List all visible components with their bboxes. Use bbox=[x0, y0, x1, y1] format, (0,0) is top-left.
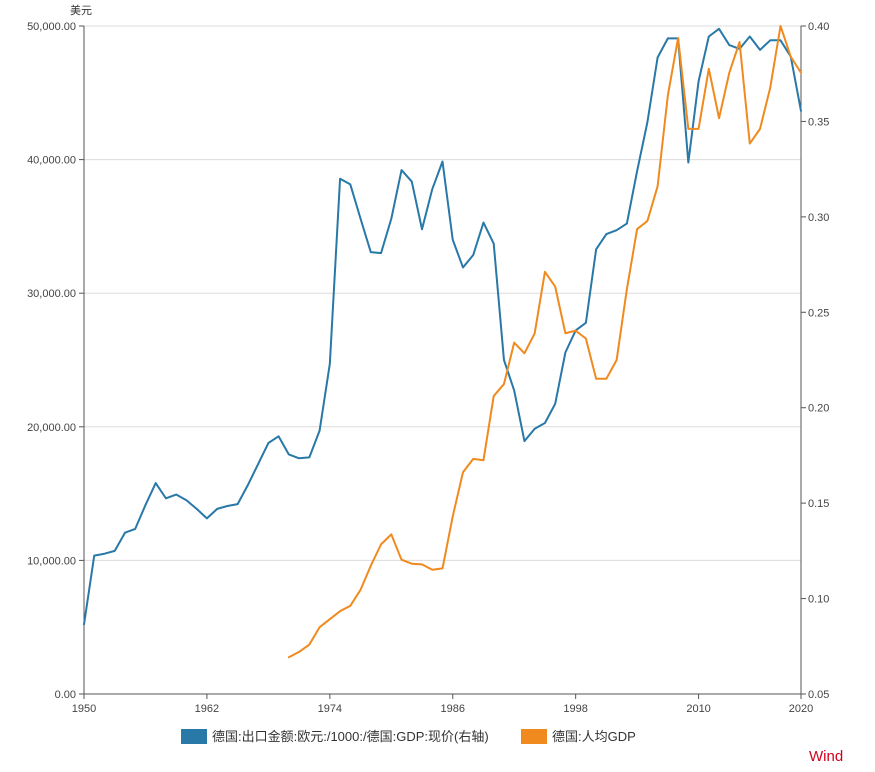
x-tick-label: 1986 bbox=[441, 703, 465, 715]
x-tick-label: 1962 bbox=[195, 703, 219, 715]
right-tick-label: 0.10 bbox=[808, 594, 829, 606]
legend-label-series-2: 德国:人均GDP bbox=[552, 729, 636, 744]
axes bbox=[83, 26, 802, 695]
series-line-2 bbox=[287, 25, 802, 659]
legend: 德国:出口金额:欧元:/1000:/德国:GDP:现价(右轴) 德国:人均GDP bbox=[181, 729, 636, 744]
legend-label-series-1: 德国:出口金额:欧元:/1000:/德国:GDP:现价(右轴) bbox=[212, 729, 489, 744]
right-tick-label: 0.15 bbox=[808, 498, 829, 510]
x-tick-label: 2010 bbox=[686, 703, 710, 715]
series-lines bbox=[83, 25, 802, 659]
left-tick-label: 10,000.00 bbox=[27, 555, 76, 567]
legend-item-series-1[interactable]: 德国:出口金额:欧元:/1000:/德国:GDP:现价(右轴) bbox=[181, 729, 489, 744]
x-axis-ticks: 1950 1962 1974 1986 1998 2010 2020 bbox=[72, 694, 813, 715]
right-tick-label: 0.05 bbox=[808, 689, 829, 701]
legend-swatch-series-2 bbox=[521, 729, 547, 744]
legend-item-series-2[interactable]: 德国:人均GDP bbox=[521, 729, 636, 744]
brand-watermark: Wind bbox=[809, 748, 843, 765]
x-tick-label: 1974 bbox=[318, 703, 342, 715]
left-tick-label: 40,000.00 bbox=[27, 155, 76, 167]
right-tick-label: 0.40 bbox=[808, 21, 829, 33]
right-tick-label: 0.20 bbox=[808, 403, 829, 415]
series-line-1 bbox=[83, 27, 802, 626]
x-tick-label: 1950 bbox=[72, 703, 96, 715]
left-tick-label: 50,000.00 bbox=[27, 21, 76, 33]
right-tick-label: 0.25 bbox=[808, 307, 829, 319]
left-tick-label: 0.00 bbox=[55, 689, 76, 701]
left-tick-label: 20,000.00 bbox=[27, 422, 76, 434]
left-axis-unit-label: 美元 bbox=[70, 4, 92, 17]
x-tick-label: 2020 bbox=[789, 703, 813, 715]
left-axis-ticks: 0.00 10,000.00 20,000.00 30,000.00 40,000.00… bbox=[27, 21, 84, 701]
x-tick-label: 1998 bbox=[563, 703, 587, 715]
legend-swatch-series-1 bbox=[181, 729, 207, 744]
left-tick-label: 30,000.00 bbox=[27, 288, 76, 300]
right-tick-label: 0.35 bbox=[808, 116, 829, 128]
right-tick-label: 0.30 bbox=[808, 212, 829, 224]
right-axis-ticks: 0.05 0.10 0.15 0.20 0.25 0.30 0.35 0.40 bbox=[801, 21, 829, 701]
gridlines bbox=[84, 25, 801, 561]
